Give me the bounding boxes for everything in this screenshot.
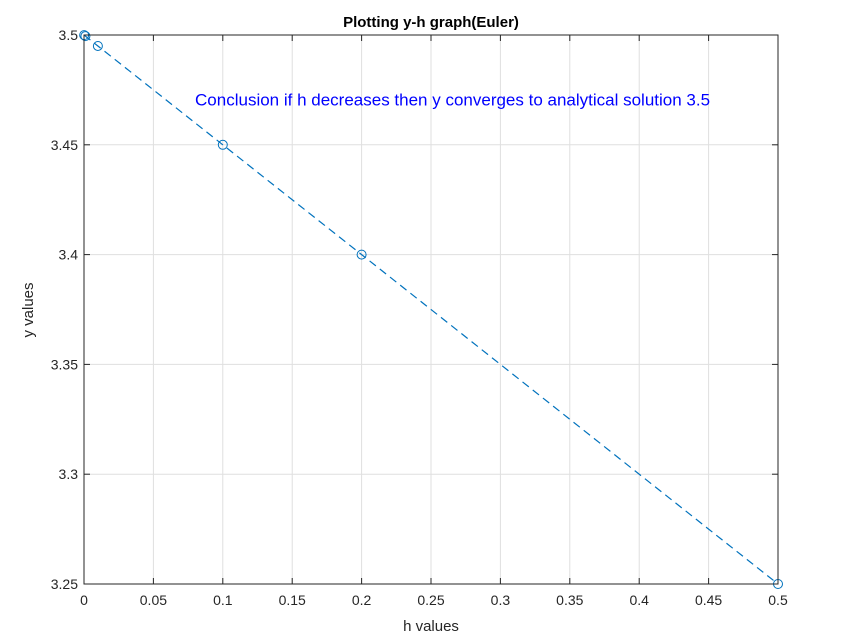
series-line <box>83 34 779 585</box>
x-tick-label: 0.1 <box>213 592 233 608</box>
y-tick-label: 3.35 <box>51 356 78 372</box>
y-axis-label: y values <box>20 282 37 337</box>
x-axis-label: h values <box>403 618 459 635</box>
data-point <box>92 40 103 51</box>
x-tick-label: 0.35 <box>556 592 583 608</box>
x-tick-label: 0.2 <box>352 592 372 608</box>
x-tick-label: 0.15 <box>279 592 306 608</box>
y-tick-label: 3.4 <box>59 247 79 263</box>
conclusion-annotation: Conclusion if h decreases then y converg… <box>195 90 710 109</box>
y-tick-label: 3.5 <box>59 27 79 43</box>
y-tick-label: 3.25 <box>51 576 78 592</box>
y-tick-label: 3.45 <box>51 137 78 153</box>
data-point <box>356 249 367 260</box>
y-tick-label: 3.3 <box>59 466 79 482</box>
x-tick-label: 0.45 <box>695 592 722 608</box>
x-tick-label: 0 <box>80 592 88 608</box>
x-tick-label: 0.25 <box>417 592 444 608</box>
x-tick-label: 0.3 <box>491 592 511 608</box>
data-point <box>80 31 91 42</box>
x-tick-label: 0.5 <box>768 592 788 608</box>
x-tick-label: 0.4 <box>629 592 649 608</box>
chart-title: Plotting y-h graph(Euler) <box>343 14 519 31</box>
x-tick-label: 0.05 <box>140 592 167 608</box>
ticks: 0 0.05 0.1 0.15 0.2 0.25 0.3 0.35 0.4 0.45 0.5 3.25… <box>51 27 788 608</box>
data-point <box>217 139 228 150</box>
